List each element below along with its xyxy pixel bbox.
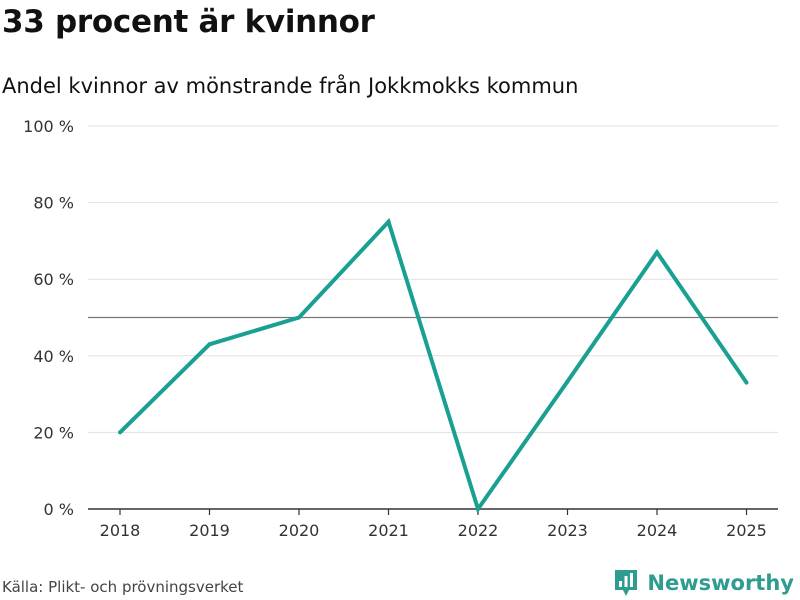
x-tick-label: 2022 [458, 521, 499, 540]
chart-title: 33 procent är kvinnor [2, 4, 375, 40]
brand-logo: Newsworthy [613, 568, 794, 598]
data-point [565, 379, 570, 384]
data-point [655, 250, 659, 255]
newsworthy-icon [615, 570, 638, 596]
x-tick-label: 2020 [279, 521, 320, 540]
x-tick-label: 2021 [368, 521, 409, 540]
x-tick-label: 2018 [100, 521, 141, 540]
data-point [386, 219, 391, 224]
y-tick-label: 40 % [33, 347, 74, 366]
y-tick-label: 0 % [44, 500, 74, 519]
y-tick-label: 60 % [33, 270, 74, 289]
y-tick-label: 80 % [33, 194, 74, 213]
data-point [297, 315, 301, 320]
x-tick-label: 2023 [547, 521, 588, 540]
chart-subtitle: Andel kvinnor av mönstrande från Jokkmok… [2, 74, 579, 98]
brand-name: Newsworthy [647, 571, 794, 595]
x-tick-label: 2024 [637, 521, 678, 540]
data-point [476, 507, 480, 511]
y-tick-label: 20 % [33, 423, 74, 442]
source-note: Källa: Plikt- och prövningsverket [2, 578, 244, 596]
series-line [118, 217, 749, 514]
data-point [118, 430, 122, 435]
data-point [207, 342, 212, 347]
y-tick-label: 100 % [23, 117, 74, 136]
data-point [744, 380, 749, 385]
x-tick-label: 2025 [726, 521, 767, 540]
x-tick-label: 2019 [189, 521, 230, 540]
